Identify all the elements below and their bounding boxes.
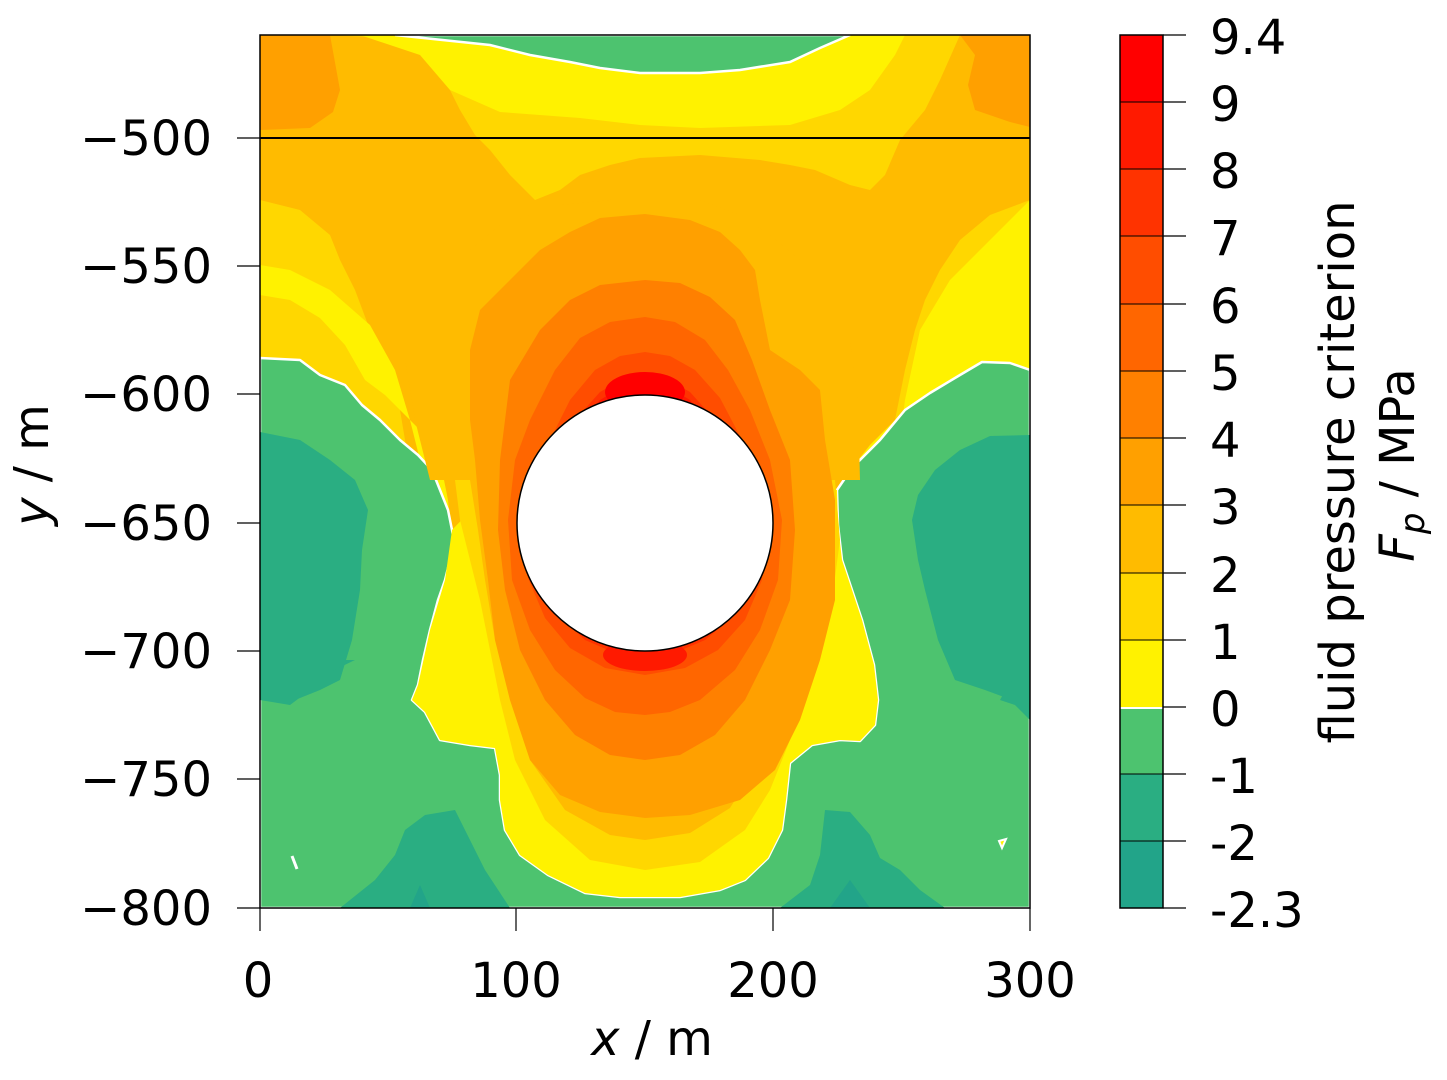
x-axis: 0 100 200 300 x / m [243, 908, 1076, 1067]
cb-swatch [1120, 707, 1163, 774]
cb-swatch [1120, 371, 1163, 438]
x-axis-label: x / m [589, 1011, 713, 1067]
y-tick-label: −550 [80, 239, 212, 295]
band-neg2-neg1-right [912, 435, 1030, 715]
zero-contour-artifact-right [997, 837, 1008, 851]
cb-swatch [1120, 169, 1163, 236]
cb-tick-label: 2 [1210, 548, 1241, 604]
colorbar-label-line2: Fp / MPa [1370, 368, 1433, 562]
colorbar: 9.4 9 8 7 6 5 4 3 2 1 0 -1 -2 -2.3 fluid… [1119, 10, 1433, 939]
band-3-4-topright [960, 35, 1030, 127]
cb-swatch [1120, 505, 1163, 573]
cb-tick-label: 9.4 [1210, 10, 1286, 66]
plot-frame [259, 34, 1031, 909]
zero-contour-artifact-left [290, 855, 299, 870]
cb-tick-label: 7 [1210, 211, 1241, 267]
cb-swatch [1120, 640, 1163, 707]
y-tick-label: −650 [80, 496, 212, 552]
cb-swatch [1120, 35, 1163, 102]
cb-swatch [1120, 304, 1163, 371]
x-tick-label: 100 [470, 953, 562, 1009]
cb-tick-label: 8 [1210, 144, 1241, 200]
band-neg2-neg1-left-lower [260, 660, 355, 705]
cb-tick-label: -1 [1210, 749, 1258, 805]
y-tick-label: −800 [80, 881, 212, 937]
y-tick-label: −500 [80, 111, 212, 167]
cb-tick-label: 1 [1210, 615, 1241, 671]
band-neg2-neg1-bottom-left [340, 810, 510, 908]
cb-swatch [1120, 236, 1163, 304]
cb-swatch [1120, 102, 1163, 169]
band-neg2-neg1-right-lower [1000, 675, 1030, 720]
y-tick-label: −750 [80, 752, 212, 808]
x-tick-label: 200 [727, 953, 819, 1009]
x-tick-label: 300 [984, 953, 1076, 1009]
cb-swatch [1120, 774, 1163, 841]
cb-swatch [1120, 573, 1163, 640]
cb-tick-label: 6 [1210, 279, 1241, 335]
cb-tick-label: 4 [1210, 413, 1241, 469]
colorbar-label-line1: fluid pressure criterion [1310, 201, 1366, 744]
cb-tick-label: 5 [1210, 346, 1241, 402]
y-tick-label: −600 [80, 367, 212, 423]
y-axis: −500 −550 −600 −650 −700 −750 −800 y / m [4, 111, 260, 937]
band-3-4-topleft [260, 35, 340, 130]
band-neg-top [394, 35, 851, 75]
cb-swatch [1120, 438, 1163, 505]
cb-tick-label: -2 [1210, 816, 1258, 872]
contour-field [260, 35, 1030, 908]
band-neg3-neg2-bottom-right [830, 880, 870, 908]
cb-tick-label: 3 [1210, 480, 1241, 536]
cavity-circle [516, 394, 774, 652]
band-neg3-neg2-bottom-left [410, 885, 430, 908]
y-axis-label: y / m [4, 404, 60, 528]
cb-tick-label: -2.3 [1210, 883, 1304, 939]
cb-tick-label: 9 [1210, 77, 1241, 133]
cb-tick-label: 0 [1210, 682, 1241, 738]
band-neg2-neg1-bottom-right [780, 810, 945, 908]
band-neg2-neg1-left [260, 432, 368, 700]
y-tick-label: −700 [80, 624, 212, 680]
x-tick-label: 0 [243, 953, 274, 1009]
cb-swatch [1120, 841, 1163, 908]
